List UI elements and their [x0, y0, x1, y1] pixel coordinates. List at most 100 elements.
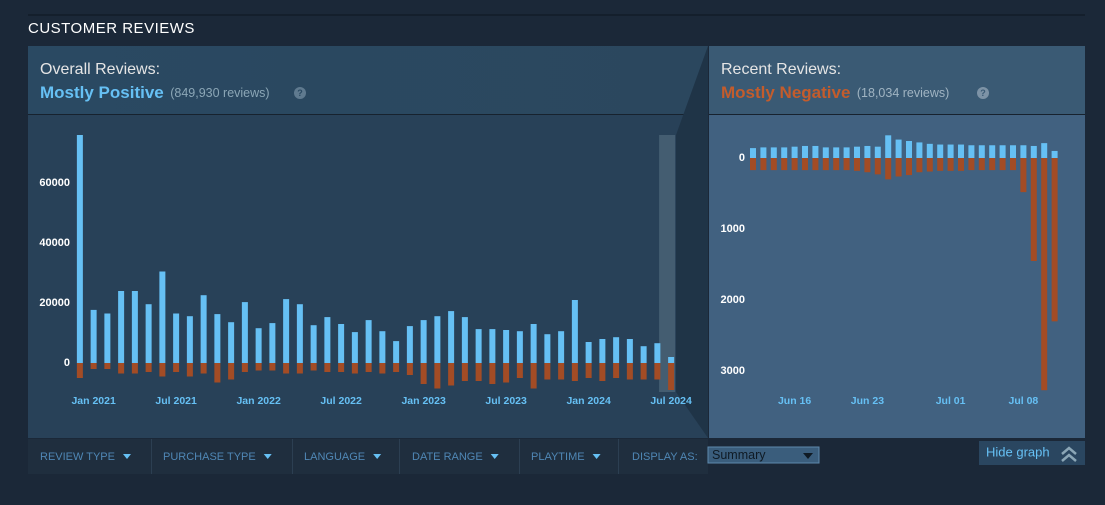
bar — [640, 346, 647, 363]
bar — [802, 145, 808, 159]
bar — [530, 363, 537, 389]
bar — [791, 146, 798, 159]
bar — [854, 158, 860, 171]
bar — [90, 363, 97, 369]
filters: REVIEW TYPE PURCHASE TYPE LANGUAGE DATE RAN… — [40, 439, 619, 474]
bar — [1051, 150, 1058, 159]
overall-count: (849,930 reviews) — [170, 86, 269, 100]
bar — [200, 295, 207, 363]
bar — [781, 147, 788, 159]
bar — [186, 363, 193, 377]
help-icon[interactable] — [977, 87, 989, 99]
bar — [351, 363, 358, 374]
bar — [338, 324, 345, 363]
bar — [503, 363, 510, 383]
bar — [159, 271, 166, 363]
bar — [822, 147, 829, 159]
bar — [937, 158, 944, 171]
bar — [968, 145, 975, 159]
chevron — [1061, 453, 1077, 462]
help-icon-text: ? — [980, 88, 986, 98]
bar — [885, 135, 892, 159]
select-arrow — [803, 453, 813, 459]
overall-header — [28, 46, 708, 114]
bar — [489, 363, 496, 384]
bar — [999, 145, 1006, 159]
bar — [1041, 143, 1048, 159]
bar — [131, 363, 138, 374]
y-tick-label: 1000 — [721, 223, 745, 235]
dropdown-arrow — [122, 454, 131, 459]
bar — [200, 363, 207, 374]
bar — [864, 145, 871, 159]
bar — [269, 363, 276, 371]
filter-dropdown[interactable]: REVIEW TYPE — [40, 451, 115, 463]
bar — [812, 158, 819, 171]
bar — [516, 363, 523, 378]
bar — [760, 147, 767, 159]
bar — [989, 158, 996, 171]
x-tick-label: Jul 2022 — [320, 395, 362, 407]
bar — [1010, 145, 1016, 159]
filter-dropdown[interactable]: DATE RANGE — [412, 451, 483, 463]
filter-bar — [28, 439, 708, 474]
bar — [1041, 158, 1048, 391]
y-tick-label: 20000 — [39, 297, 70, 309]
bar — [989, 145, 996, 159]
bar — [173, 313, 180, 363]
y-tick-label: 0 — [64, 357, 70, 369]
bar — [599, 339, 606, 363]
bar — [145, 363, 152, 372]
bar — [530, 324, 537, 363]
bar — [283, 299, 290, 363]
filter-dropdown[interactable]: LANGUAGE — [304, 451, 365, 463]
recent-rating: Mostly Negative — [721, 83, 850, 102]
bar — [379, 363, 386, 374]
bar — [186, 316, 193, 363]
bar — [448, 311, 455, 363]
y-tick-label: 60000 — [39, 177, 70, 189]
bar — [365, 320, 372, 363]
bar — [895, 139, 902, 159]
bar — [750, 148, 756, 159]
overall-chart-area — [28, 115, 708, 438]
bar — [781, 158, 788, 171]
bar — [760, 158, 767, 171]
recent-range-highlight — [659, 135, 676, 392]
filter-dropdown[interactable]: PLAYTIME — [531, 451, 585, 463]
bar — [393, 341, 400, 363]
bar — [864, 158, 871, 173]
recent-label: Recent Reviews: — [721, 61, 841, 78]
hide-graph-text: Hide graph — [986, 444, 1050, 459]
bar — [947, 158, 954, 171]
bar — [145, 304, 152, 363]
overall-rating: Mostly Positive — [40, 83, 164, 102]
hide-graph-button[interactable] — [979, 441, 1085, 465]
bar — [118, 363, 125, 374]
bar — [906, 141, 912, 159]
overall-label: Overall Reviews: — [40, 61, 160, 78]
recent-count: (18,034 reviews) — [857, 86, 949, 100]
bar — [448, 363, 455, 386]
bar — [874, 158, 881, 175]
bar — [461, 363, 468, 381]
bar — [916, 142, 923, 159]
bar — [937, 144, 944, 159]
help-icon[interactable] — [294, 87, 306, 99]
section-title: CUSTOMER REVIEWS — [28, 20, 195, 37]
bar — [812, 145, 819, 159]
filter-dropdown[interactable]: PURCHASE TYPE — [163, 451, 256, 463]
bar — [958, 158, 964, 171]
bar — [854, 146, 860, 159]
bar — [770, 147, 777, 159]
bar — [1010, 158, 1016, 171]
bar — [585, 342, 592, 363]
bar — [654, 363, 661, 380]
bar — [668, 357, 675, 363]
bar — [916, 158, 923, 173]
bar — [668, 363, 675, 390]
display-select[interactable] — [707, 446, 820, 464]
bar — [255, 363, 262, 371]
bar — [76, 135, 83, 363]
bar — [874, 146, 881, 159]
